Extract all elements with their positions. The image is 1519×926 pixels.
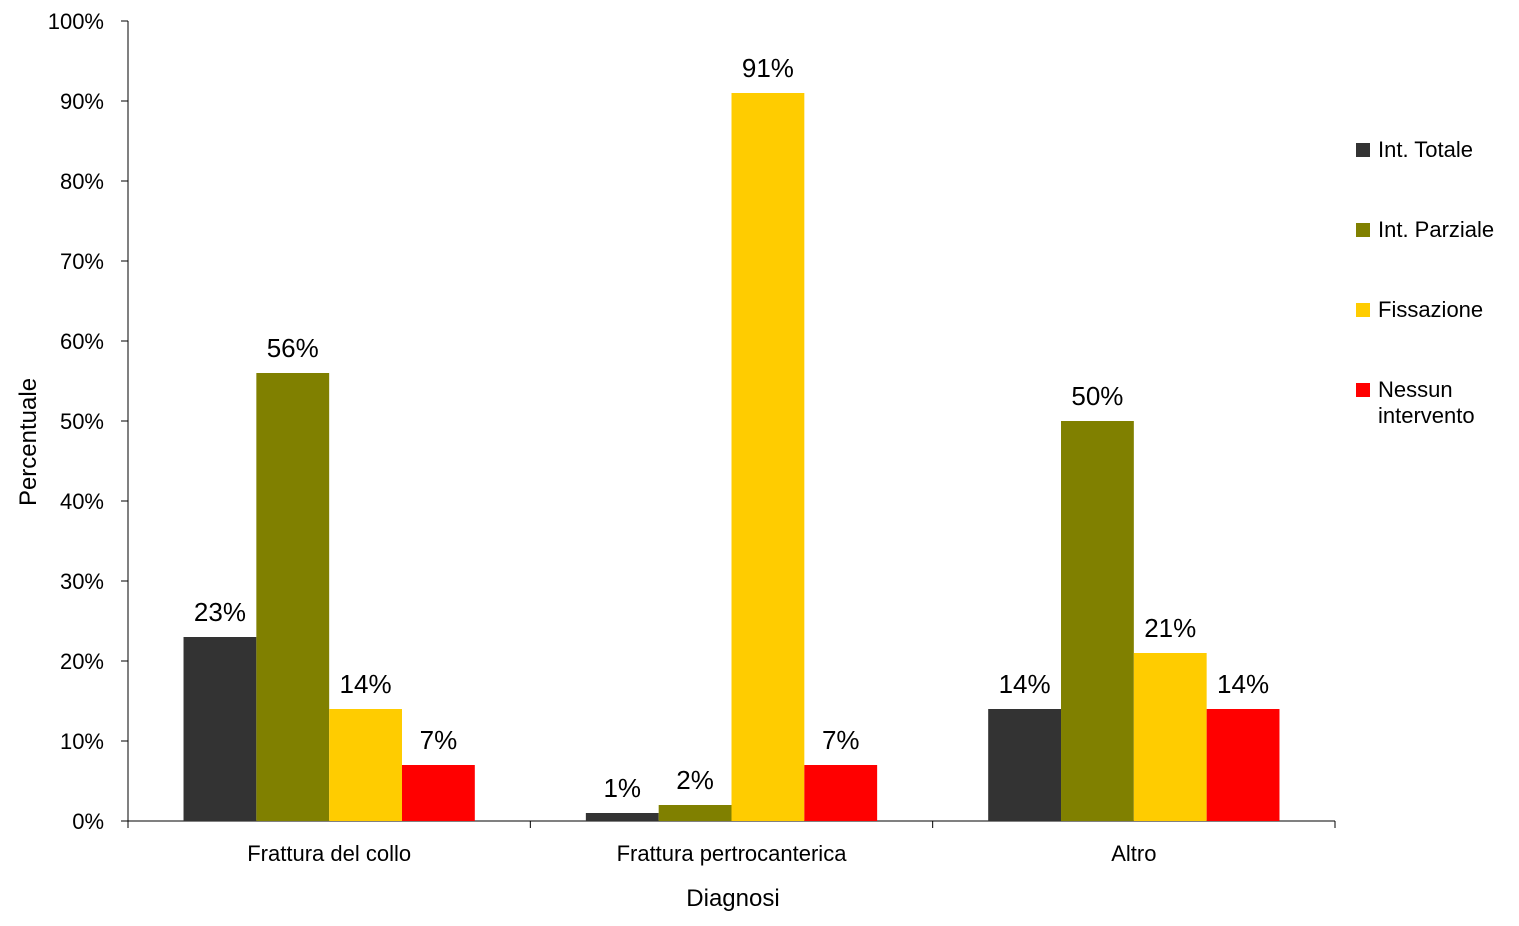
data-label: 23% bbox=[194, 597, 246, 627]
legend-label: Int. Totale bbox=[1378, 137, 1473, 162]
y-tick-label: 80% bbox=[60, 169, 104, 194]
bar bbox=[731, 93, 805, 821]
y-tick-label: 10% bbox=[60, 729, 104, 754]
y-tick-label: 0% bbox=[72, 809, 104, 834]
data-label: 1% bbox=[603, 773, 641, 803]
data-label: 21% bbox=[1144, 613, 1196, 643]
bar bbox=[329, 709, 402, 821]
data-label: 14% bbox=[340, 669, 392, 699]
legend-swatch bbox=[1356, 223, 1370, 237]
legend-swatch bbox=[1356, 143, 1370, 157]
y-tick-label: 100% bbox=[48, 9, 104, 34]
data-label: 50% bbox=[1071, 381, 1123, 411]
data-label: 56% bbox=[267, 333, 319, 363]
legend-label: Int. Parziale bbox=[1378, 217, 1494, 242]
bar bbox=[585, 813, 659, 821]
bar bbox=[183, 637, 257, 821]
legend-label: Nessun intervento bbox=[1378, 377, 1475, 428]
bar bbox=[1206, 709, 1280, 821]
x-tick-label: Altro bbox=[1111, 841, 1156, 866]
y-tick-label: 20% bbox=[60, 649, 104, 674]
bar bbox=[401, 765, 475, 821]
x-tick-label: Frattura pertrocanterica bbox=[617, 841, 848, 866]
bars bbox=[183, 93, 1280, 821]
x-axis-title: Diagnosi bbox=[686, 885, 779, 912]
data-label: 14% bbox=[999, 669, 1051, 699]
legend: Int. Totale Int. Parziale Fissazione Nessun… bbox=[1356, 137, 1494, 428]
bar bbox=[988, 709, 1062, 821]
legend-swatch bbox=[1356, 383, 1370, 397]
data-label: 7% bbox=[420, 725, 458, 755]
bar bbox=[256, 373, 330, 821]
y-tick-label: 50% bbox=[60, 409, 104, 434]
bar bbox=[658, 805, 732, 821]
y-axis-title: Percentuale bbox=[15, 378, 42, 506]
y-tick-label: 60% bbox=[60, 329, 104, 354]
data-label: 14% bbox=[1217, 669, 1269, 699]
bar bbox=[804, 765, 878, 821]
y-tick-label: 70% bbox=[60, 249, 104, 274]
data-label: 91% bbox=[742, 53, 794, 83]
axes: 0% 10% 20% 30% 40% 50% 60% 70% 80% 90% 100% Frattur… bbox=[48, 9, 1336, 866]
x-tick-label: Frattura del collo bbox=[247, 841, 411, 866]
data-label: 2% bbox=[676, 765, 714, 795]
y-tick-label: 30% bbox=[60, 569, 104, 594]
y-tick-label: 90% bbox=[60, 89, 104, 114]
bar bbox=[1061, 421, 1134, 821]
data-labels: 23% 1% 14% 56% 2% 50% 14% 91% 21% 7% 7% 14% bbox=[194, 53, 1269, 803]
legend-swatch bbox=[1356, 303, 1370, 317]
legend-label: Fissazione bbox=[1378, 297, 1483, 322]
bar bbox=[1133, 653, 1207, 821]
data-label: 7% bbox=[822, 725, 860, 755]
y-tick-label: 40% bbox=[60, 489, 104, 514]
